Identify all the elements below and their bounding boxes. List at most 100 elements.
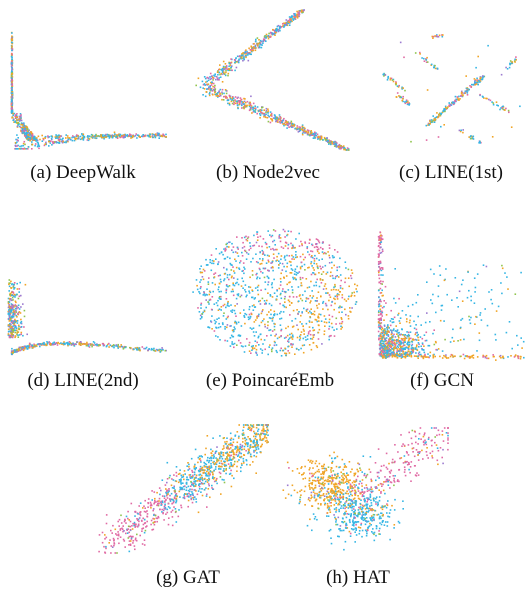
scatter-point (224, 67, 227, 70)
scatter-point (298, 11, 301, 13)
scatter-point (124, 135, 126, 138)
scatter-point (230, 100, 233, 103)
scatter-point (378, 236, 381, 239)
scatter-point (284, 245, 287, 247)
scatter-point (489, 99, 492, 102)
scatter-point (252, 327, 255, 329)
scatter-point (277, 29, 280, 31)
scatter-point (437, 116, 439, 119)
scatter-point (385, 343, 387, 345)
scatter-point (25, 126, 28, 129)
scatter-point (225, 97, 228, 99)
scatter-point (223, 279, 225, 282)
scatter-point (342, 145, 345, 147)
scatter-point (284, 230, 286, 233)
scatter-point (296, 15, 299, 18)
scatter-point (68, 343, 71, 346)
scatter-point (297, 272, 299, 274)
scatter-point (226, 242, 228, 245)
scatter-point (251, 274, 254, 276)
scatter-point (311, 313, 313, 315)
scatter-point (287, 289, 290, 291)
scatter-point (210, 254, 213, 256)
scatter-point (65, 141, 67, 143)
scatter-point (341, 287, 344, 290)
scatter-point (216, 92, 218, 95)
scatter-point (223, 278, 226, 280)
scatter-point (378, 327, 381, 329)
scatter-point (377, 314, 380, 316)
scatter-point (316, 246, 319, 248)
scatter-point (178, 479, 181, 481)
scatter-point (386, 328, 389, 331)
scatter-point (400, 341, 403, 344)
scatter-point (258, 46, 261, 49)
scatter-point (206, 435, 209, 437)
scatter-point (294, 268, 297, 270)
scatter-point (13, 112, 16, 115)
scatter-point (291, 20, 293, 23)
scatter-point (486, 357, 488, 360)
scatter-point (27, 139, 30, 141)
scatter-point (283, 306, 286, 308)
scatter-point (519, 105, 521, 108)
scatter-point (226, 274, 229, 276)
scatter-point (217, 263, 219, 266)
scatter-point (86, 136, 89, 138)
scatter-point (212, 93, 214, 96)
scatter-point (16, 329, 18, 332)
scatter-point (222, 60, 225, 63)
scatter-point (33, 138, 36, 140)
scatter-point (208, 475, 210, 477)
scatter-point (218, 91, 220, 93)
scatter-point (314, 318, 317, 321)
scatter-point (430, 119, 433, 121)
scatter-point (310, 280, 312, 283)
scatter-point (85, 343, 88, 345)
scatter-point (53, 343, 55, 346)
scatter-point (234, 305, 236, 307)
scatter-point (270, 309, 272, 311)
scatter-point (143, 347, 145, 350)
scatter-point (420, 355, 423, 358)
scatter-point (322, 302, 324, 304)
scatter-point (289, 122, 291, 124)
scatter-point (131, 528, 134, 530)
scatter-point (67, 139, 69, 142)
scatter-point (316, 320, 319, 323)
scatter-point (211, 262, 213, 265)
scatter-point (11, 73, 14, 75)
scatter-point (421, 348, 423, 350)
scatter-point (296, 336, 299, 339)
scatter-point (336, 145, 338, 148)
scatter-point (231, 341, 233, 343)
scatter-point (315, 263, 318, 265)
scatter-point (249, 103, 252, 105)
scatter-point (17, 324, 20, 327)
scatter-point (331, 261, 333, 264)
scatter-point (231, 69, 233, 72)
scatter-point (284, 259, 287, 261)
scatter-point (230, 310, 232, 312)
scatter-point (322, 308, 324, 310)
scatter-point (299, 267, 302, 270)
scatter-point (15, 326, 17, 328)
scatter-point (218, 252, 221, 255)
scatter-point (319, 138, 321, 141)
scatter-point (244, 440, 247, 442)
scatter-point (150, 347, 153, 350)
scatter-point (432, 356, 435, 359)
scatter-point (241, 255, 244, 257)
scatter-point (284, 352, 286, 355)
scatter-point (396, 333, 398, 335)
scatter-point (89, 343, 91, 345)
scatter-point (11, 332, 14, 334)
scatter-point (271, 296, 274, 298)
scatter-point (48, 140, 50, 143)
scatter-point (250, 312, 253, 315)
scatter-point (9, 328, 12, 330)
scatter-point (225, 69, 227, 72)
scatter-point (279, 237, 282, 239)
scatter-point (378, 310, 380, 312)
scatter-point (67, 137, 69, 139)
